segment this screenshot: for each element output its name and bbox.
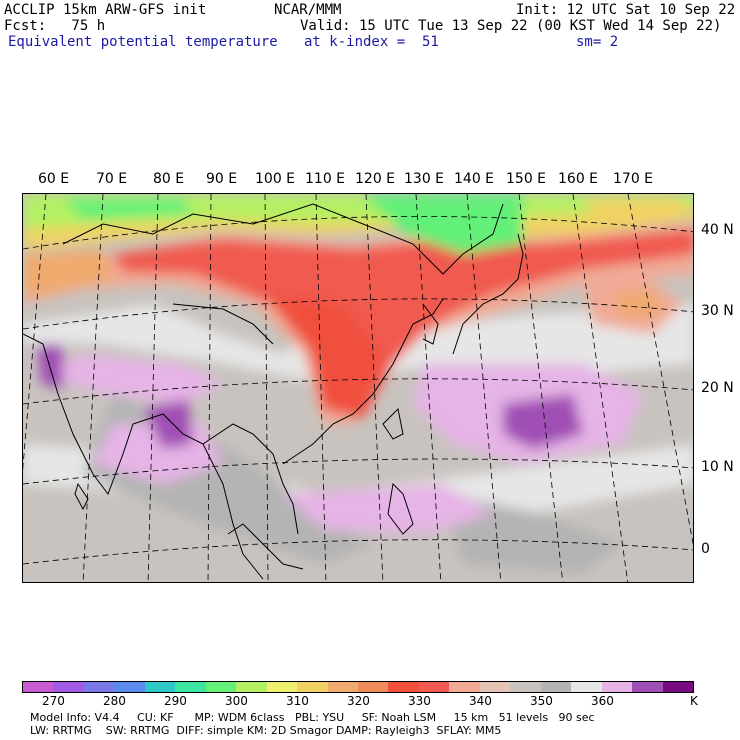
colorbar-swatch bbox=[418, 682, 450, 692]
lon-label: 170 E bbox=[613, 171, 654, 187]
colorbar-tick-label: 290 bbox=[164, 694, 187, 708]
model-info-line2: LW: RRTMG SW: RRTMG DIFF: simple KM: 2D … bbox=[30, 724, 502, 737]
lat-label: 10 N bbox=[701, 459, 734, 475]
colorbar-swatch bbox=[23, 682, 54, 692]
colorbar-tick-label: 350 bbox=[530, 694, 553, 708]
forecast-hour: Fcst: 75 h bbox=[4, 18, 106, 34]
colorbar-unit: K bbox=[690, 694, 698, 708]
colorbar-swatch bbox=[297, 682, 328, 692]
colorbar-swatch bbox=[327, 682, 358, 692]
colorbar-swatch bbox=[388, 682, 419, 692]
smoothing-label: sm= 2 bbox=[576, 34, 619, 50]
colorbar-swatch bbox=[266, 682, 298, 692]
colorbar-swatch bbox=[53, 682, 84, 692]
colorbar-tick-label: 320 bbox=[347, 694, 370, 708]
lon-label: 130 E bbox=[404, 171, 445, 187]
colorbar-tick-label: 270 bbox=[42, 694, 65, 708]
lon-label: 160 E bbox=[558, 171, 599, 187]
lat-label: 20 N bbox=[701, 380, 734, 396]
model-info-line1: Model Info: V4.4 CU: KF MP: WDM 6class P… bbox=[30, 711, 595, 724]
lon-label: 80 E bbox=[153, 171, 185, 187]
graticule bbox=[23, 194, 693, 582]
model-title: ACCLIP 15km ARW-GFS init bbox=[4, 2, 207, 18]
valid-time: Valid: 15 UTC Tue 13 Sep 22 (00 KST Wed … bbox=[300, 18, 722, 34]
colorbar-tick-label: 340 bbox=[469, 694, 492, 708]
colorbar-swatch bbox=[571, 682, 602, 692]
field-name: Equivalent potential temperature bbox=[8, 34, 278, 50]
colorbar-tick-label: 300 bbox=[225, 694, 248, 708]
colorbar bbox=[22, 681, 694, 693]
colorbar-swatch bbox=[632, 682, 663, 692]
organization-label: NCAR/MMM bbox=[274, 2, 342, 18]
colorbar-tick-label: 280 bbox=[103, 694, 126, 708]
lon-label: 150 E bbox=[506, 171, 547, 187]
colorbar-swatch bbox=[662, 682, 693, 692]
lon-label: 100 E bbox=[255, 171, 296, 187]
theta-e-map bbox=[22, 193, 694, 583]
colorbar-swatch bbox=[357, 682, 389, 692]
colorbar-swatch bbox=[236, 682, 267, 692]
colorbar-tick-label: 310 bbox=[286, 694, 309, 708]
map-canvas bbox=[23, 194, 693, 582]
colorbar-swatch bbox=[83, 682, 115, 692]
field-shading bbox=[23, 194, 693, 574]
colorbar-swatch bbox=[205, 682, 237, 692]
lon-label: 140 E bbox=[454, 171, 495, 187]
lon-label: 60 E bbox=[38, 171, 70, 187]
colorbar-tick-label: 360 bbox=[591, 694, 614, 708]
lon-label: 120 E bbox=[355, 171, 396, 187]
lon-label: 90 E bbox=[206, 171, 238, 187]
colorbar-swatch bbox=[601, 682, 633, 692]
colorbar-swatch bbox=[540, 682, 572, 692]
colorbar-tick-label: 330 bbox=[408, 694, 431, 708]
colorbar-swatch bbox=[175, 682, 206, 692]
colorbar-swatch bbox=[510, 682, 541, 692]
colorbar-swatch bbox=[479, 682, 511, 692]
lon-label: 70 E bbox=[96, 171, 128, 187]
lon-label: 110 E bbox=[305, 171, 346, 187]
init-time: Init: 12 UTC Sat 10 Sep 22 bbox=[516, 2, 736, 18]
colorbar-swatch bbox=[114, 682, 145, 692]
colorbar-swatch bbox=[449, 682, 480, 692]
colorbar-swatch bbox=[144, 682, 176, 692]
lat-label: 40 N bbox=[701, 222, 734, 238]
lat-label: 30 N bbox=[701, 303, 734, 319]
level-index: at k-index = 51 bbox=[304, 34, 439, 50]
lat-label: 0 bbox=[701, 541, 710, 557]
